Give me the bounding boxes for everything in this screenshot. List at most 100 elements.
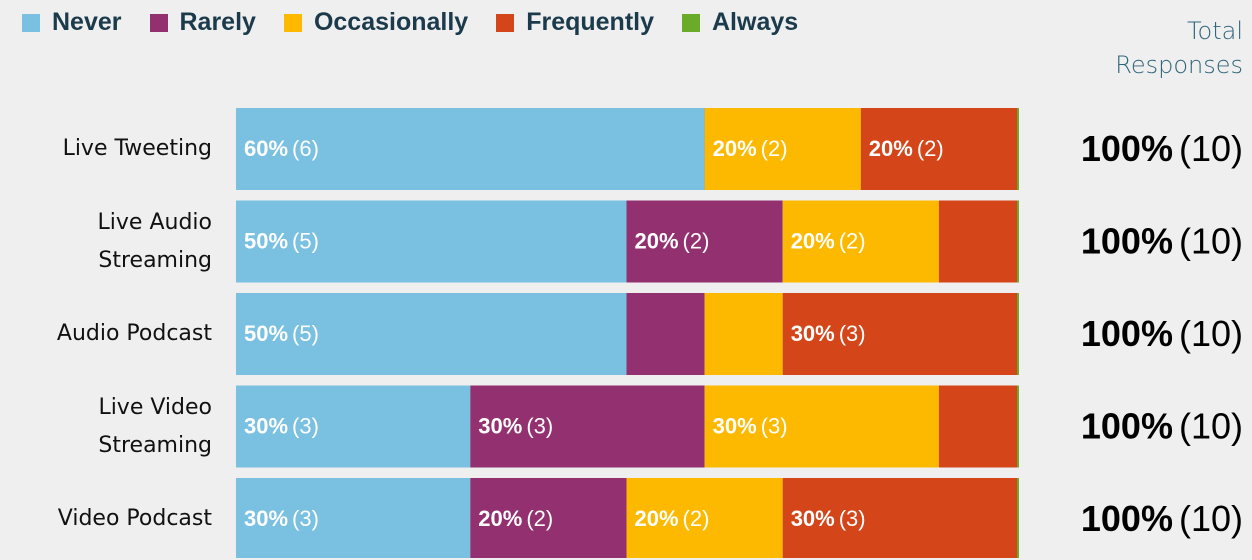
data-label-count: (3) [839,506,866,531]
data-label: 20% (2) [635,228,710,253]
bar-segment [782,293,1017,375]
total-label: 100% (10) [1081,313,1243,354]
category-label: Live Video Streaming [98,394,212,458]
legend-swatch [682,13,700,32]
legend-label: Rarely [179,8,256,36]
category-label: Live Audio Streaming [97,209,212,273]
data-label: 20% (2) [869,136,944,161]
bar-segment [1017,293,1019,375]
legend-swatch [149,13,168,32]
legend-label: Occasionally [313,8,469,36]
bar-segment [236,478,471,558]
total-label: 100% (10) [1081,498,1243,539]
data-label-percent: 30% [478,413,522,438]
data-label-count: (2) [683,228,710,253]
data-label-percent: 30% [791,321,835,346]
data-label: 20% (2) [791,228,866,253]
legend-swatch [22,13,40,32]
data-label: 30% (3) [791,506,866,531]
data-label: 50% (5) [244,228,319,253]
total-percent: 100% [1081,498,1173,539]
data-label-count: (2) [839,228,866,253]
bar-segment [938,200,1017,283]
total-count: (10) [1179,405,1243,446]
total-label: 100% (10) [1081,405,1243,446]
data-label: 30% (3) [478,413,553,438]
total-count: (10) [1179,220,1243,261]
data-label-percent: 30% [244,413,288,438]
total-percent: 100% [1081,128,1173,169]
total-label: 100% (10) [1081,128,1243,169]
data-label-percent: 20% [713,136,757,161]
data-label-percent: 20% [869,136,913,161]
bar-segment [938,385,1017,468]
total-percent: 100% [1081,405,1173,446]
legend-item: Occasionally [283,8,469,37]
data-label: 30% (3) [791,321,866,346]
bar-segment [704,108,861,190]
bar-segment [626,478,783,558]
data-label-count: (3) [761,413,788,438]
bar-segment [626,293,705,375]
total-percent: 100% [1081,220,1173,261]
bar-segment [1017,385,1019,468]
bar-segment [782,478,1017,558]
legend: Never Rarely Occasionally Frequently Always [22,8,798,37]
data-label-percent: 60% [244,136,288,161]
data-label-percent: 30% [244,506,288,531]
legend-item: Frequently [496,8,654,37]
data-label-count: (3) [526,413,553,438]
data-label: 30% (3) [244,413,319,438]
data-label-percent: 30% [791,506,835,531]
data-label-percent: 30% [713,413,757,438]
data-label-count: (2) [526,506,553,531]
total-header: Total Responses [1115,17,1243,79]
data-label-percent: 50% [244,228,288,253]
legend-swatch [496,13,515,32]
category-label: Live Tweeting [62,136,212,161]
bar-segment [860,108,1017,190]
legend-label: Never [52,8,122,36]
data-label: 20% (2) [713,136,788,161]
data-label-count: (5) [292,228,319,253]
data-label-count: (3) [292,413,319,438]
category-label: Audio Podcast [56,321,212,346]
bar-segment [626,200,783,283]
data-label-count: (6) [292,136,319,161]
total-percent: 100% [1081,313,1173,354]
data-label-count: (3) [839,321,866,346]
category-label: Video Podcast [57,506,212,531]
data-label: 20% (2) [635,506,710,531]
legend-item: Rarely [149,8,256,37]
data-label-percent: 50% [244,321,288,346]
data-label-percent: 20% [791,228,835,253]
bar-segment [470,478,627,558]
legend-swatch [283,13,302,32]
total-count: (10) [1179,128,1243,169]
data-label-percent: 20% [478,506,522,531]
bar-segment [704,385,939,468]
legend-label: Frequently [526,8,654,36]
legend-item: Always [682,8,798,37]
data-label: 30% (3) [244,506,319,531]
data-label-percent: 20% [635,228,679,253]
data-label-count: (2) [683,506,710,531]
data-label: 50% (5) [244,321,319,346]
bar-segment [1017,478,1019,558]
data-label-count: (2) [761,136,788,161]
data-label-percent: 20% [635,506,679,531]
data-label: 20% (2) [478,506,553,531]
bar-segment [236,385,471,468]
data-label-count: (3) [292,506,319,531]
total-count: (10) [1179,313,1243,354]
data-label-count: (2) [917,136,944,161]
total-label: 100% (10) [1081,220,1243,261]
bar-segment [1017,108,1019,190]
bar-segment [782,200,939,283]
data-label-count: (5) [292,321,319,346]
bar-segment [236,200,627,283]
total-count: (10) [1179,498,1243,539]
legend-item: Never [22,8,122,37]
